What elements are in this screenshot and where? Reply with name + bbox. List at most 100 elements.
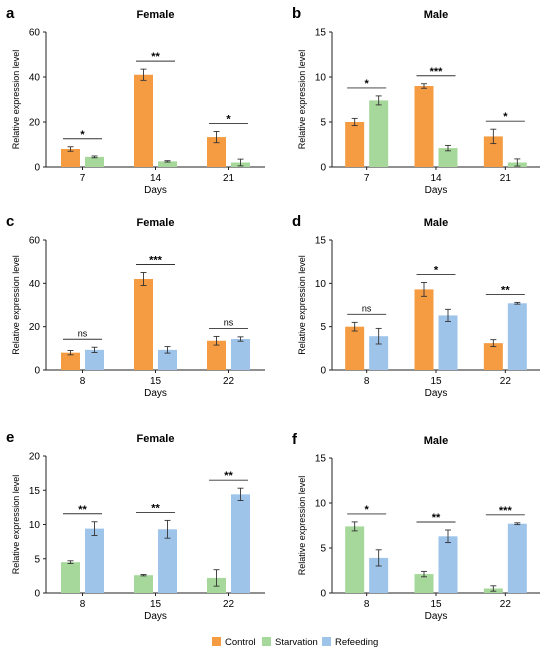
bar-refeeding bbox=[231, 339, 250, 370]
y-axis-label: Relative expression level bbox=[11, 50, 21, 150]
bar-refeeding bbox=[158, 529, 177, 593]
significance-label: ** bbox=[224, 470, 233, 482]
y-tick-label: 10 bbox=[315, 279, 327, 290]
x-axis-label: Days bbox=[144, 611, 167, 622]
legend-label: Control bbox=[225, 637, 256, 648]
legend: Control Starvation Refeeding bbox=[212, 637, 378, 648]
y-tick-label: 0 bbox=[320, 589, 326, 600]
bar-starvation bbox=[438, 148, 458, 167]
significance-label: * bbox=[365, 504, 370, 516]
significance-label: * bbox=[226, 113, 231, 125]
panel-label: f bbox=[292, 431, 298, 448]
y-tick-label: 0 bbox=[34, 163, 40, 174]
x-axis-label: Days bbox=[425, 611, 448, 622]
x-tick-label: 21 bbox=[223, 173, 235, 184]
y-tick-label: 10 bbox=[29, 520, 41, 531]
chart-title: Female bbox=[137, 9, 175, 21]
bar-control bbox=[414, 86, 434, 167]
x-tick-label: 8 bbox=[80, 599, 86, 610]
legend-swatch bbox=[212, 637, 221, 646]
y-tick-label: 20 bbox=[29, 452, 41, 463]
bar-control bbox=[483, 136, 503, 167]
significance-label: * bbox=[80, 129, 85, 141]
significance-label: ** bbox=[151, 502, 160, 514]
panel-c: c Female 0 20 40 60 Relative expression level n… bbox=[6, 213, 265, 399]
bar-starvation bbox=[85, 156, 104, 167]
legend-label: Refeeding bbox=[335, 637, 378, 648]
y-tick-label: 5 bbox=[320, 322, 326, 333]
bar-refeeding bbox=[369, 336, 389, 370]
bar-refeeding bbox=[158, 349, 177, 370]
significance-label: * bbox=[434, 264, 439, 276]
x-axis-label: Days bbox=[425, 388, 448, 399]
x-axis-label: Days bbox=[144, 185, 167, 196]
panel-label: e bbox=[6, 429, 14, 446]
panel-f: f Male 0 5 10 15 Relative expression level * 8 **… bbox=[292, 431, 540, 622]
bar-refeeding bbox=[507, 303, 527, 370]
x-tick-label: 15 bbox=[430, 599, 442, 610]
significance-label: ** bbox=[501, 284, 510, 296]
panel-label: a bbox=[6, 5, 15, 22]
y-tick-label: 15 bbox=[315, 454, 327, 465]
x-tick-label: 14 bbox=[150, 173, 162, 184]
significance-label: * bbox=[365, 78, 370, 90]
bar-refeeding bbox=[438, 315, 458, 370]
y-tick-label: 5 bbox=[34, 554, 40, 565]
x-tick-label: 7 bbox=[80, 173, 86, 184]
significance-label: ** bbox=[78, 504, 87, 516]
bar-refeeding bbox=[85, 349, 104, 370]
y-tick-label: 5 bbox=[320, 118, 326, 129]
x-axis-label: Days bbox=[425, 185, 448, 196]
bar-starvation bbox=[158, 161, 177, 167]
x-tick-label: 7 bbox=[364, 173, 370, 184]
chart-title: Male bbox=[424, 9, 448, 21]
significance-label: *** bbox=[149, 255, 163, 267]
bar-refeeding bbox=[507, 523, 527, 593]
x-tick-label: 15 bbox=[430, 376, 442, 387]
x-tick-label: 15 bbox=[150, 376, 162, 387]
bar-refeeding bbox=[231, 494, 250, 593]
chart-title: Male bbox=[424, 435, 448, 447]
chart-title: Male bbox=[424, 217, 448, 229]
x-tick-label: 22 bbox=[500, 599, 512, 610]
y-axis-label: Relative expression level bbox=[297, 476, 307, 576]
legend-swatch bbox=[322, 637, 331, 646]
x-tick-label: 22 bbox=[223, 599, 235, 610]
x-axis-label: Days bbox=[144, 388, 167, 399]
panel-label: b bbox=[292, 5, 301, 22]
y-tick-label: 10 bbox=[315, 73, 327, 84]
significance-label: *** bbox=[430, 66, 444, 78]
panel-d: d Male 0 5 10 15 Relative expression level ns 8 *… bbox=[292, 213, 540, 399]
y-tick-label: 0 bbox=[320, 366, 326, 377]
bar-control bbox=[483, 343, 503, 370]
y-axis-label: Relative expression level bbox=[297, 255, 307, 355]
y-tick-label: 60 bbox=[29, 28, 41, 39]
significance-label: * bbox=[503, 111, 508, 123]
y-tick-label: 0 bbox=[320, 163, 326, 174]
y-axis-label: Relative expression level bbox=[11, 255, 21, 355]
bar-refeeding bbox=[438, 536, 458, 593]
y-axis-label: Relative expression level bbox=[297, 50, 307, 150]
bar-starvation bbox=[345, 526, 365, 593]
x-tick-label: 8 bbox=[364, 376, 370, 387]
panel-label: d bbox=[292, 213, 301, 230]
x-tick-label: 8 bbox=[80, 376, 86, 387]
legend-item-refeeding: Refeeding bbox=[322, 637, 378, 648]
y-tick-label: 5 bbox=[320, 544, 326, 555]
significance-label: *** bbox=[499, 505, 513, 517]
bar-starvation bbox=[414, 574, 434, 593]
panel-label: c bbox=[6, 213, 14, 230]
y-tick-label: 20 bbox=[29, 322, 41, 333]
bar-refeeding bbox=[369, 557, 389, 593]
bar-refeeding bbox=[85, 528, 104, 593]
y-tick-label: 15 bbox=[315, 236, 327, 247]
bar-control bbox=[345, 122, 365, 167]
bar-control bbox=[414, 289, 434, 370]
y-tick-label: 0 bbox=[34, 589, 40, 600]
y-tick-label: 15 bbox=[315, 28, 327, 39]
panel-a: a Female 0 20 40 60 Relative expression level *… bbox=[6, 5, 265, 196]
y-tick-label: 0 bbox=[34, 366, 40, 377]
significance-label: ns bbox=[362, 303, 372, 313]
significance-label: ** bbox=[432, 512, 441, 524]
